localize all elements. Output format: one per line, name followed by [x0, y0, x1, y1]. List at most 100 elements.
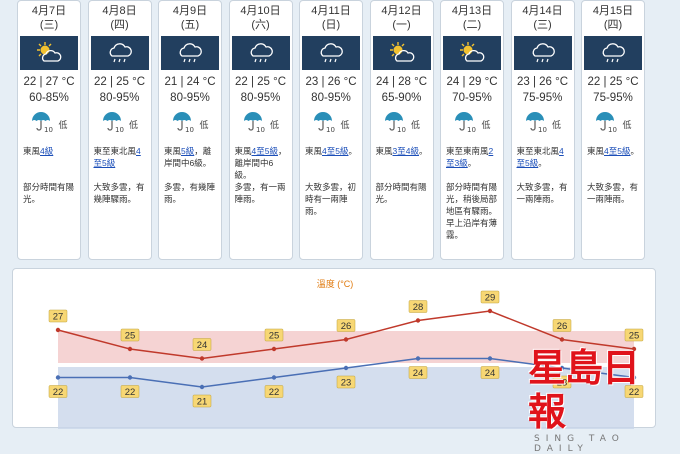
low-temp-label-box [480, 366, 500, 379]
high-temp-label-box [336, 319, 356, 332]
low-temp-label-box [552, 375, 572, 389]
forecast-date: 4月14日 [522, 5, 563, 17]
wind-force-link[interactable]: 4至5級 [93, 146, 141, 168]
forecast-day-card: 4月15日 (四) 22 | 25 °C 75-95% 10 低東風4至5級。 大致多雲，有… [581, 0, 645, 260]
sun-cloud-icon [20, 36, 78, 70]
wind-force-link[interactable]: 2至3級 [446, 146, 494, 168]
wind-extra: ，離岸間中6級。 [164, 146, 212, 168]
low-temp-label-box [264, 385, 284, 398]
low-temp-label: 22 [125, 387, 136, 398]
forecast-day-card: 4月13日 (二) 24 | 29 °C 70-95% 10 低東至東南風2至3級。 部分時… [440, 0, 504, 260]
umbrella-icon: 10 [524, 110, 550, 139]
rain-probability-label: 低 [622, 119, 632, 130]
forecast-temperature: 22 | 25 °C [587, 76, 639, 88]
high-temp-point [415, 318, 421, 323]
high-temp-label: 25 [125, 331, 136, 342]
high-temp-point [55, 327, 61, 333]
low-temp-point [127, 375, 133, 380]
forecast-wind: 東風5級，離岸間中6級。 [159, 145, 221, 171]
high-temp-point [487, 308, 493, 314]
wind-direction: 東至東北風 [93, 146, 137, 156]
forecast-date: 4月10日 [240, 5, 281, 17]
forecast-humidity: 70-95% [452, 92, 492, 104]
forecast-details: 大致多雲，有幾陣驟雨。 [93, 182, 145, 204]
forecast-details: 部分時間有陽光。 [375, 182, 427, 204]
low-temp-label-box [336, 375, 356, 389]
forecast-day-card: 4月7日 (三) 22 | 27 °C 60-85% 10 低東風4級 部分時間有陽光。 [17, 0, 81, 260]
wind-force-link[interactable]: 5級 [181, 146, 195, 156]
forecast-weekday: (三) [39, 19, 59, 31]
umbrella-icon: 10 [594, 110, 620, 139]
rain-probability-label: 低 [269, 119, 279, 130]
high-temp-label: 26 [557, 321, 568, 332]
wind-extra: ，離岸間中6級。 [234, 146, 287, 180]
low-temp-label: 22 [269, 387, 280, 398]
high-temp-label-box [48, 309, 68, 323]
forecast-date: 4月8日 [102, 5, 137, 17]
wind-direction: 東至東南風 [446, 146, 489, 156]
rain-probability-label: 低 [551, 119, 561, 130]
rain-probability-label: 低 [410, 119, 420, 130]
forecast-temperature: 22 | 25 °C [234, 76, 287, 88]
umbrella-icon: 10 [453, 110, 479, 139]
forecast-humidity: 60-85% [29, 92, 69, 104]
high-temp-point [559, 337, 565, 342]
umbrella-icon: 10 [171, 110, 197, 139]
high-temp-label: 24 [197, 340, 208, 351]
low-temp-label: 22 [629, 387, 640, 398]
svg-text:10: 10 [608, 126, 617, 134]
low-temp-point [487, 356, 493, 361]
wind-force-link[interactable]: 4至5級 [251, 146, 278, 156]
forecast-weekday: (二) [462, 19, 482, 31]
wind-force-link[interactable]: 4至5級 [604, 146, 631, 156]
wind-force-link[interactable]: 4至5級 [322, 146, 349, 156]
wind-direction: 東風 [375, 146, 393, 156]
wind-force-link[interactable]: 4級 [40, 146, 54, 156]
cloud-rain-icon [584, 36, 642, 70]
high-temp-label: 26 [341, 321, 352, 332]
forecast-details: 大致多雲，有一兩陣雨。 [516, 182, 568, 204]
low-temp-label: 22 [53, 387, 64, 398]
forecast-temperature: 21 | 24 °C [164, 76, 216, 88]
high-temp-label: 25 [629, 331, 640, 342]
high-temp-point [343, 337, 349, 342]
forecast-weekday: (日) [321, 19, 341, 31]
forecast-humidity: 80-95% [240, 92, 281, 104]
rain-probability: 10 低 [230, 111, 292, 136]
svg-text:10: 10 [538, 126, 547, 134]
forecast-details: 多雲，有一兩陣雨。 [234, 182, 286, 204]
forecast-temperature: 23 | 26 °C [516, 76, 569, 88]
forecast-date: 4月15日 [592, 5, 634, 17]
rain-probability: 10 低 [512, 110, 574, 139]
forecast-wind: 東風4至5級。 [582, 145, 644, 171]
rain-probability-label: 低 [481, 119, 491, 130]
low-temp-point [631, 375, 637, 380]
cloud-rain-icon [231, 36, 290, 70]
wind-force-link[interactable]: 4至5級 [516, 146, 564, 168]
forecast-date: 4月11日 [311, 5, 351, 17]
umbrella-icon: 10 [30, 110, 56, 139]
forecast-weekday: (四) [110, 19, 129, 31]
rain-probability-label: 低 [58, 119, 68, 130]
rain-probability: 10 低 [441, 110, 503, 139]
wind-force-link[interactable]: 3至4級 [392, 146, 419, 156]
svg-text:10: 10 [115, 126, 124, 134]
low-temp-label-box [624, 385, 644, 398]
forecast-wind: 東風4至5級。 [300, 145, 362, 171]
low-temp-label: 21 [197, 397, 208, 408]
forecast-temperature: 22 | 27 °C [23, 76, 75, 88]
forecast-weekday: (一) [392, 19, 411, 31]
forecast-humidity: 75-95% [593, 92, 633, 104]
forecast-day-card: 4月9日 (五) 21 | 24 °C 80-95% 10 低東風5級，離岸間中6級。 多雲… [158, 0, 222, 260]
low-temp-point [343, 365, 349, 371]
wind-direction: 東風 [587, 146, 605, 156]
svg-text:10: 10 [256, 126, 265, 134]
svg-text:10: 10 [185, 126, 194, 134]
high-temp-point [199, 356, 205, 361]
wind-direction: 東至東北風 [516, 146, 560, 156]
forecast-day-card: 4月8日 (四) 22 | 25 °C 80-95% 10 低東至東北風4至5級 大致多雲，… [87, 0, 152, 260]
cloud-rain-icon [90, 36, 149, 70]
high-temp-label-box [192, 338, 212, 351]
forecast-row: 4月7日 (三) 22 | 27 °C 60-85% 10 低東風4級 部分時間有陽光。 4月… [17, 0, 645, 260]
forecast-humidity: 80-95% [170, 92, 210, 104]
